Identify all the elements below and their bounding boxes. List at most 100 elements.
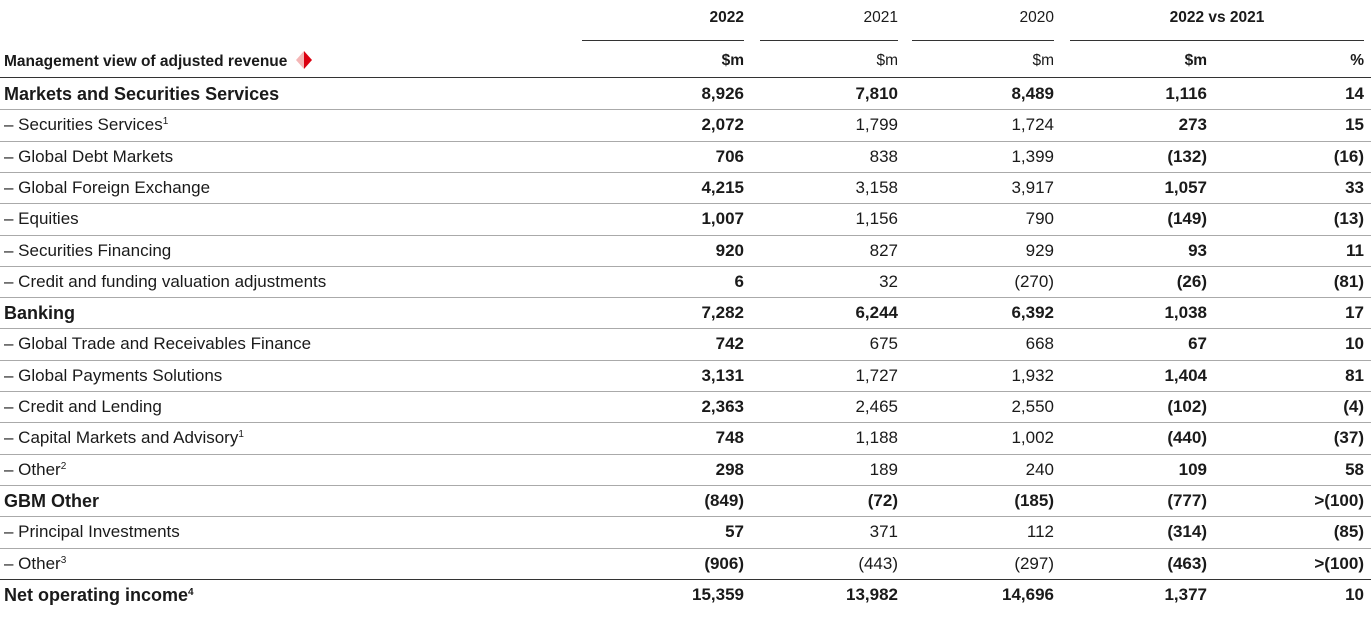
value-cell: (314) xyxy=(1167,522,1207,542)
value-cell: (132) xyxy=(1167,146,1207,166)
value-cell: (72) xyxy=(867,490,898,510)
header-rule xyxy=(582,40,744,41)
value-cell: 189 xyxy=(869,459,898,479)
value-cell: 1,377 xyxy=(1164,584,1207,604)
value-cell: 742 xyxy=(715,334,744,354)
value-cell: 14,696 xyxy=(1002,584,1054,604)
value-cell: 1,116 xyxy=(1165,84,1207,103)
value-cell: 1,156 xyxy=(855,209,898,229)
row-rule xyxy=(0,484,1371,486)
row-label-text: – Principal Investments xyxy=(4,522,180,542)
value-cell: 1,038 xyxy=(1164,303,1207,323)
value-cell: 10 xyxy=(1345,584,1364,604)
value-cell: 1,057 xyxy=(1164,177,1207,197)
value-cell: (16) xyxy=(1333,146,1364,166)
row-label: – Global Foreign Exchange xyxy=(4,178,210,198)
value-cell: (185) xyxy=(1014,490,1054,510)
value-cell: 33 xyxy=(1345,177,1364,197)
value-cell: 112 xyxy=(1026,522,1054,542)
row-rule xyxy=(0,453,1371,455)
row-rule xyxy=(0,203,1371,205)
row-label-text: – Credit and Lending xyxy=(4,397,162,416)
row-rule xyxy=(0,391,1371,392)
row-label-text: Banking xyxy=(4,303,76,324)
header-rule xyxy=(1070,40,1364,41)
value-cell: 14 xyxy=(1345,84,1364,103)
year-header: 2022 xyxy=(709,9,744,26)
value-cell: 13,982 xyxy=(846,584,898,604)
value-cell: 838 xyxy=(869,146,898,166)
value-cell: 1,002 xyxy=(1011,428,1054,448)
row-rule xyxy=(0,328,1371,330)
value-cell: (463) xyxy=(1167,553,1207,573)
row-label: – Global Debt Markets xyxy=(4,147,173,167)
value-cell: 32 xyxy=(879,271,898,291)
footnote-ref: 2 xyxy=(60,460,67,472)
value-cell: (270) xyxy=(1014,271,1054,291)
row-rule xyxy=(0,265,1371,267)
row-label-text: – Global Foreign Exchange xyxy=(4,177,211,197)
row-label: – Other2 xyxy=(4,460,66,480)
value-cell: 81 xyxy=(1345,365,1364,385)
value-cell: 3,158 xyxy=(855,177,898,197)
value-cell: 10 xyxy=(1345,334,1364,354)
value-cell: (906) xyxy=(704,553,744,573)
value-cell: (849) xyxy=(704,490,744,510)
value-cell: 371 xyxy=(869,522,898,542)
value-cell: 1,404 xyxy=(1164,365,1207,385)
row-label: – Credit and funding valuation adjustmen… xyxy=(4,272,326,292)
comparison-header: 2022 vs 2021 xyxy=(1169,9,1265,26)
value-cell: 1,007 xyxy=(701,209,744,229)
row-label-text: Markets and Securities Services xyxy=(4,84,280,104)
value-cell: (26) xyxy=(1176,271,1207,291)
footnote-ref: 4 xyxy=(188,586,194,598)
row-label-text: GBM Other xyxy=(4,490,100,511)
row-label: – Other3 xyxy=(4,554,66,574)
year-header: 2021 xyxy=(863,9,898,26)
row-rule xyxy=(0,547,1371,549)
value-cell: 748 xyxy=(715,428,744,448)
value-cell: (440) xyxy=(1167,428,1207,448)
row-rule xyxy=(0,297,1371,299)
value-cell: 4,215 xyxy=(701,177,744,197)
unit-header: $m xyxy=(721,52,744,69)
value-cell: 7,810 xyxy=(855,84,898,103)
value-cell: 67 xyxy=(1188,334,1207,354)
value-cell: 1,799 xyxy=(855,115,898,135)
header-rule xyxy=(912,40,1054,41)
value-cell: 706 xyxy=(715,146,744,166)
value-cell: (85) xyxy=(1333,522,1364,542)
value-cell: 929 xyxy=(1025,240,1054,260)
unit-header: $m xyxy=(876,52,898,69)
value-cell: 3,131 xyxy=(701,365,744,385)
value-cell: 8,489 xyxy=(1011,84,1054,103)
row-rule xyxy=(0,171,1371,173)
value-cell: (149) xyxy=(1167,209,1207,229)
value-cell: 675 xyxy=(869,334,898,354)
value-cell: 1,188 xyxy=(855,428,898,448)
value-cell: 93 xyxy=(1188,240,1207,260)
footnote-ref: 1 xyxy=(238,429,244,441)
year-header: 2020 xyxy=(1019,9,1054,26)
value-cell: (4) xyxy=(1343,397,1364,416)
unit-header: % xyxy=(1350,52,1364,69)
value-cell: 2,465 xyxy=(855,397,898,416)
value-cell: 6,244 xyxy=(855,303,898,323)
value-cell: 2,550 xyxy=(1011,397,1054,416)
value-cell: 57 xyxy=(725,522,744,542)
row-label-text: – Other xyxy=(4,553,61,573)
value-cell: (81) xyxy=(1333,271,1364,291)
row-label: – Capital Markets and Advisory1 xyxy=(4,428,244,448)
footnote-ref: 3 xyxy=(60,554,67,566)
value-cell: 240 xyxy=(1025,459,1054,479)
value-cell: 1,724 xyxy=(1011,115,1054,135)
value-cell: (37) xyxy=(1333,428,1364,448)
row-rule xyxy=(0,422,1371,424)
value-cell: (443) xyxy=(858,553,898,573)
row-label-text: – Global Trade and Receivables Finance xyxy=(4,334,312,354)
row-rule xyxy=(0,359,1371,361)
value-cell: 3,917 xyxy=(1011,177,1054,197)
row-label-text: – Other xyxy=(4,459,61,479)
row-label-text: Net operating income xyxy=(4,584,189,605)
